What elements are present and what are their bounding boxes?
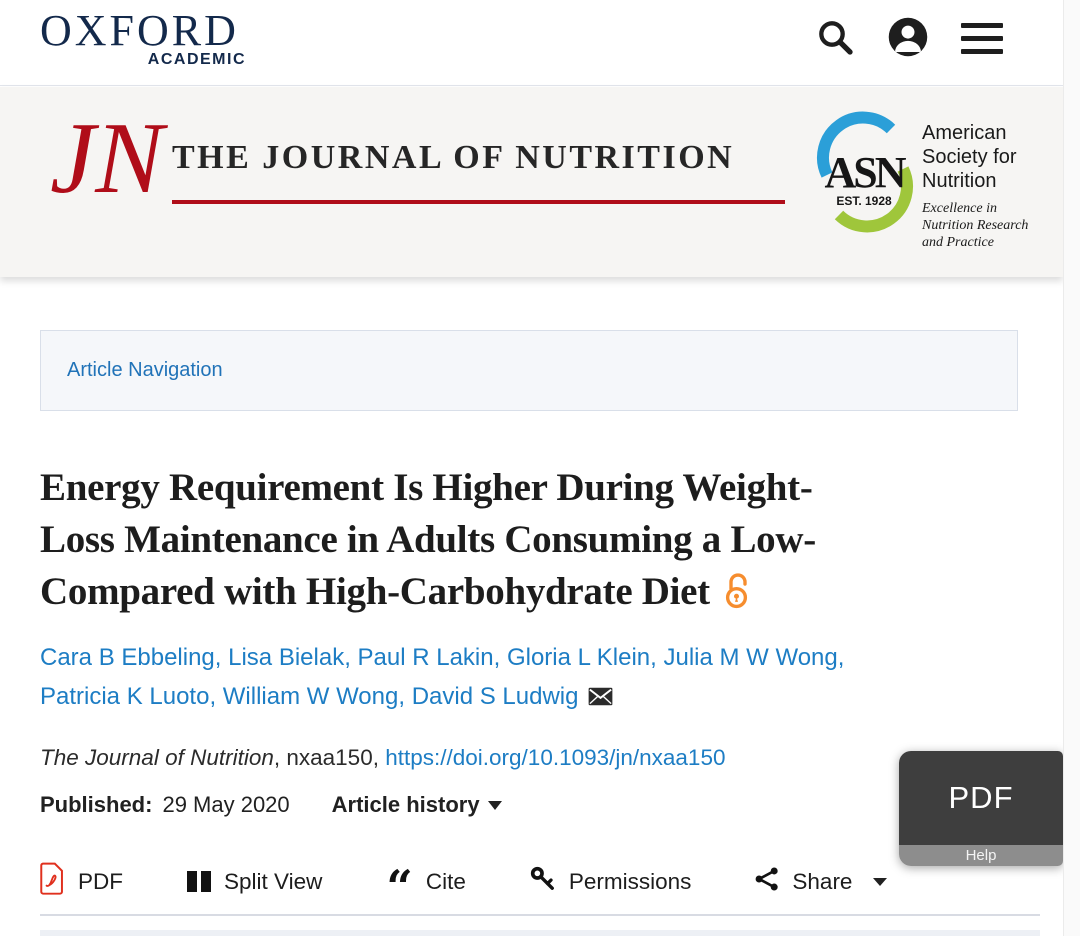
oxford-wordmark: OXFORD [40,6,239,55]
author-separator: , [344,644,351,671]
caret-down-icon [873,877,888,886]
floating-pdf-button[interactable]: PDF [899,751,1063,845]
journal-banner: JN THE JOURNAL OF NUTRITION ASN EST. 192… [0,87,1063,277]
menu-icon [961,22,1003,54]
author-row: Patricia K Luoto, William W Wong, David … [40,677,1000,718]
author-separator: , [837,644,845,671]
asn-society-name: American Society for Nutrition [922,121,1028,193]
caret-down-icon [487,801,502,810]
email-author-icon[interactable] [588,679,613,718]
pdf-file-icon [38,862,65,901]
scrollbar[interactable] [1063,0,1080,936]
cite-button[interactable]: Cite [386,867,466,896]
citation-line: The Journal of Nutrition, nxaa150, https… [40,745,725,771]
author-link[interactable]: David S Ludwig [411,683,579,710]
citation-article-id: , nxaa150, [273,745,386,770]
author-link[interactable]: Julia M W Wong [663,644,838,671]
permissions-button[interactable]: Permissions [530,866,692,898]
article-title: Energy Requirement Is Higher During Weig… [40,462,1040,623]
account-button[interactable] [887,16,929,61]
author-link[interactable]: Paul R Lakin [357,644,494,671]
permissions-label: Permissions [568,868,692,894]
next-section-edge [40,930,1040,936]
asn-name-line: Nutrition [922,170,997,192]
title-line: Energy Requirement Is Higher During Weig… [40,466,813,509]
author-link[interactable]: Lisa Bielak [228,644,345,671]
author-link[interactable]: Patricia K Luoto [40,683,210,710]
site-header: OXFORD ACADEMIC [0,0,1063,86]
author-row: Cara B Ebbeling, Lisa Bielak, Paul R Lak… [40,638,1000,677]
split-view-label: Split View [224,868,323,894]
article-navigation-label: Article Navigation [67,359,223,381]
key-icon [530,866,556,898]
author-list: Cara B Ebbeling, Lisa Bielak, Paul R Lak… [40,638,1000,718]
article-history-label: Article history [331,792,480,817]
journal-title-underline [172,200,785,204]
section-divider [40,914,1040,916]
title-line: Loss Maintenance in Adults Consuming a L… [40,518,816,561]
asn-text: American Society for Nutrition Excellenc… [922,121,1028,251]
search-button[interactable] [815,17,855,60]
asn-tagline-line: and Practice [922,235,994,250]
journal-title[interactable]: THE JOURNAL OF NUTRITION [172,139,735,176]
open-access-icon [722,571,752,623]
menu-button[interactable] [961,22,1003,54]
article-toolbar: PDF Split View Cite Permissions [38,862,888,901]
asn-tagline-line: Nutrition Research [922,218,1029,233]
author-separator: , [214,644,222,671]
account-icon [887,16,929,61]
pdf-label: PDF [78,868,123,894]
academic-wordmark: ACADEMIC [147,51,246,68]
asn-name-line: Society for [922,146,1017,168]
author-separator: , [209,683,217,710]
floating-pdf-widget: PDF Help [899,751,1063,866]
share-icon [755,866,779,898]
article-history-dropdown[interactable]: Article history [332,792,502,817]
share-label: Share [792,868,853,894]
title-line-text: Compared with High-Carbohydrate Diet [40,570,710,613]
asn-established: EST. 1928 [836,194,892,208]
author-link[interactable]: William W Wong [222,683,399,710]
author-link[interactable]: Gloria L Klein [506,644,651,671]
author-separator: , [493,644,501,671]
published-label: Published: [40,792,153,817]
header-icons [815,14,1003,62]
asn-name-line: American [922,122,1007,144]
title-line: Compared with High-Carbohydrate Diet [40,566,1040,623]
search-icon [815,17,855,60]
author-separator: , [398,683,406,710]
asn-acronym: ASN [824,148,906,197]
oxford-academic-logo[interactable]: OXFORD ACADEMIC [40,8,252,69]
asn-tagline: Excellence in Nutrition Research and Pra… [922,200,1028,251]
help-button[interactable]: Help [899,845,1063,866]
doi-link[interactable]: https://doi.org/10.1093/jn/nxaa150 [385,745,726,770]
article-navigation[interactable]: Article Navigation [40,330,1018,411]
author-link[interactable]: Cara B Ebbeling [40,644,215,671]
published-date: 29 May 2020 [162,792,290,817]
split-view-icon [187,871,211,892]
citation-journal: The Journal of Nutrition [40,745,274,770]
asn-logo: ASN EST. 1928 [815,109,915,248]
share-button[interactable]: Share [755,866,888,898]
quote-icon [386,867,412,896]
pdf-button[interactable]: PDF [38,862,123,901]
jn-logo[interactable]: JN [50,102,164,215]
author-separator: , [650,644,657,671]
split-view-button[interactable]: Split View [187,869,322,895]
published-row: Published: 29 May 2020 Article history [40,792,502,818]
cite-label: Cite [425,868,466,894]
asn-tagline-line: Excellence in [922,201,998,216]
